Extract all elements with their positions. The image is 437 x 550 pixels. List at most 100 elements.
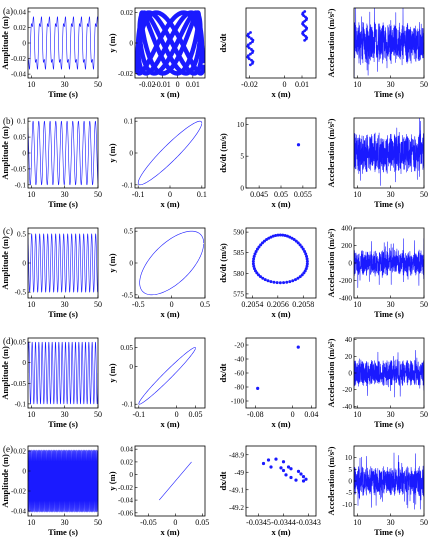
x-tick-label: 0.04 — [304, 410, 318, 419]
axes-frame — [245, 117, 317, 189]
x-tick-label: -0.01 — [154, 80, 171, 89]
x-tick-label: 0 — [176, 80, 180, 89]
x-tick-label: 0.05 — [274, 190, 288, 199]
x-tick-label: -0.0344 — [271, 518, 296, 527]
plot-area — [28, 16, 98, 70]
y-tick-label: -49.2 — [229, 504, 244, 512]
y-tick-label: 0.02 — [13, 448, 26, 456]
y-tick-label: 0.05 — [13, 134, 26, 142]
x-tick-label: 30 — [61, 80, 69, 89]
y-tick-label: 0.04 — [120, 446, 133, 454]
data-point — [296, 469, 301, 473]
data-point — [296, 276, 300, 280]
y-tick-label: 10 — [345, 454, 353, 462]
panel-b-time: 10 30 50 -0.1 -0.05 0 0.05 0.1 Time (s) Amplitude… — [0, 117, 102, 209]
x-tick-label: 10 — [27, 410, 35, 419]
data-point — [246, 54, 250, 58]
data-point — [248, 63, 252, 67]
y-tick-label: 0 — [348, 260, 352, 268]
y-tick-label: 40 — [345, 336, 353, 344]
data-point — [299, 472, 303, 476]
x-tick-label: 30 — [387, 300, 395, 309]
y-tick-label: -40 — [234, 356, 244, 364]
y-axis-label: Acceleration (m/s²) — [326, 338, 336, 407]
y-axis-label: Amplitude (m) — [0, 236, 10, 290]
y-tick-label: 0.02 — [13, 24, 26, 32]
data-point — [301, 475, 306, 479]
data-point — [249, 41, 252, 45]
row-label: (c) — [3, 226, 13, 236]
series-line — [354, 452, 424, 510]
plot-area — [354, 238, 424, 288]
y-tick-label: 0.1 — [124, 118, 133, 126]
data-point — [257, 273, 261, 277]
data-point — [253, 252, 257, 256]
x-axis-label: x (m) — [160, 199, 179, 209]
x-tick-label: 10 — [353, 300, 361, 309]
panel-b-poincare: 0.045 0.05 0.055 0 5 10 x (m) dx/dt (m/s) — [218, 117, 317, 209]
axes-frame — [353, 117, 425, 189]
y-tick-label: 590 — [233, 229, 244, 237]
x-tick-label: 10 — [27, 518, 35, 527]
x-tick-label: 0.05 — [195, 518, 209, 527]
x-tick-label: 50 — [94, 190, 102, 199]
data-point — [263, 278, 267, 282]
series-line — [138, 347, 196, 405]
data-point — [259, 243, 263, 247]
panel-c-phase: -0.5 0 0.5 -0.5 0 0.5 x (m) y (m) — [107, 227, 210, 319]
x-tick-label: 50 — [94, 518, 102, 527]
x-tick-label: 50 — [420, 518, 428, 527]
data-point — [250, 37, 253, 41]
plot-area — [138, 347, 196, 405]
data-point — [296, 345, 300, 349]
series-line — [354, 238, 424, 288]
y-tick-label: 5 — [348, 466, 352, 474]
plot-area — [135, 10, 205, 76]
y-tick-label: 0 — [22, 150, 26, 158]
data-point — [300, 245, 304, 249]
plot-area — [354, 8, 424, 78]
data-point — [288, 280, 292, 284]
plot-area — [296, 143, 301, 147]
data-point — [258, 275, 262, 279]
data-point — [294, 478, 298, 482]
y-tick-label: -0.04 — [11, 508, 26, 516]
data-point — [296, 241, 300, 245]
data-point — [305, 264, 309, 268]
row-label: (a) — [3, 6, 13, 16]
data-point — [274, 234, 278, 238]
y-axis-label: Acceleration (m/s²) — [326, 228, 336, 297]
x-tick-label: 30 — [61, 518, 69, 527]
data-point — [275, 281, 279, 285]
data-point — [284, 473, 288, 477]
plot-area — [28, 233, 98, 293]
y-tick-label: 200 — [341, 242, 352, 250]
data-point — [271, 234, 275, 238]
y-tick-label: 0.02 — [120, 458, 133, 466]
x-tick-label: 0 — [168, 190, 172, 199]
data-point — [269, 280, 273, 284]
data-point — [283, 234, 287, 238]
y-tick-label: -0.05 — [11, 380, 26, 388]
y-tick-label: 0 — [129, 260, 133, 268]
series-line — [135, 10, 205, 76]
y-axis-label: Amplitude (m) — [0, 346, 10, 400]
x-axis-label: Time (s) — [48, 309, 78, 319]
plot-area — [251, 233, 309, 285]
data-point — [257, 245, 261, 249]
plot-area — [354, 350, 424, 398]
y-tick-label: 400 — [341, 225, 352, 233]
y-tick-label: 0 — [240, 185, 244, 193]
panel-d-time: 10 30 50 -0.1 -0.05 0 0.05 Time (s) Amplitude (m… — [0, 337, 102, 429]
data-point — [249, 31, 252, 34]
data-point — [293, 278, 297, 282]
x-tick-label: 30 — [61, 190, 69, 199]
x-tick-label: 0.01 — [295, 80, 309, 89]
data-point — [290, 236, 294, 240]
y-axis-label: y (m) — [107, 363, 117, 382]
x-axis-label: x (m) — [160, 419, 179, 429]
y-tick-label: 0.04 — [13, 8, 26, 16]
y-tick-label: 0.5 — [17, 230, 26, 238]
y-tick-label: 585 — [233, 249, 244, 257]
series-line — [159, 461, 192, 501]
